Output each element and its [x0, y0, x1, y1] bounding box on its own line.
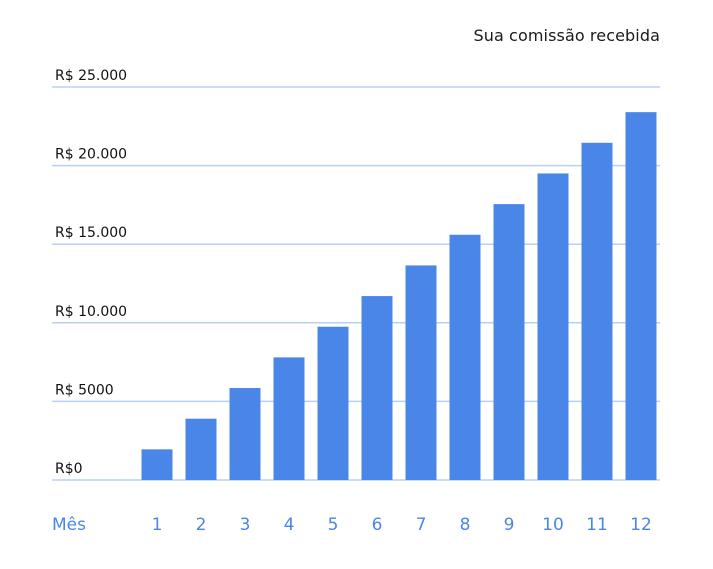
bar — [273, 357, 305, 480]
x-tick-label: 11 — [586, 515, 608, 535]
bar — [229, 388, 261, 480]
bar — [625, 112, 657, 480]
y-tick-label: R$ 5000 — [55, 382, 114, 398]
y-tick-label: R$ 25.000 — [55, 68, 127, 84]
bar — [493, 204, 525, 480]
x-tick-label: 12 — [630, 515, 652, 535]
y-tick-label: R$0 — [55, 461, 83, 477]
x-tick-label: 1 — [152, 515, 163, 535]
bar — [537, 173, 569, 480]
x-tick-label: 6 — [372, 515, 383, 535]
x-tick-label: 9 — [504, 515, 515, 535]
y-tick-label: R$ 15.000 — [55, 225, 127, 241]
x-tick-label: 4 — [284, 515, 295, 535]
x-axis-label: Mês — [52, 515, 86, 535]
x-tick-label: 2 — [196, 515, 207, 535]
x-tick-label: 10 — [542, 515, 564, 535]
x-tick-label: 7 — [416, 515, 427, 535]
y-tick-label: R$ 10.000 — [55, 304, 127, 320]
x-tick-label: 5 — [328, 515, 339, 535]
bar — [317, 326, 349, 480]
bar — [449, 234, 481, 480]
bar — [185, 418, 217, 480]
bar — [361, 296, 393, 480]
x-tick-label: 8 — [460, 515, 471, 535]
y-tick-label: R$ 20.000 — [55, 147, 127, 163]
bar — [141, 449, 173, 480]
bar — [405, 265, 437, 480]
bar — [581, 142, 613, 480]
x-tick-label: 3 — [240, 515, 251, 535]
chart-legend: Sua comissão recebida — [473, 26, 660, 45]
